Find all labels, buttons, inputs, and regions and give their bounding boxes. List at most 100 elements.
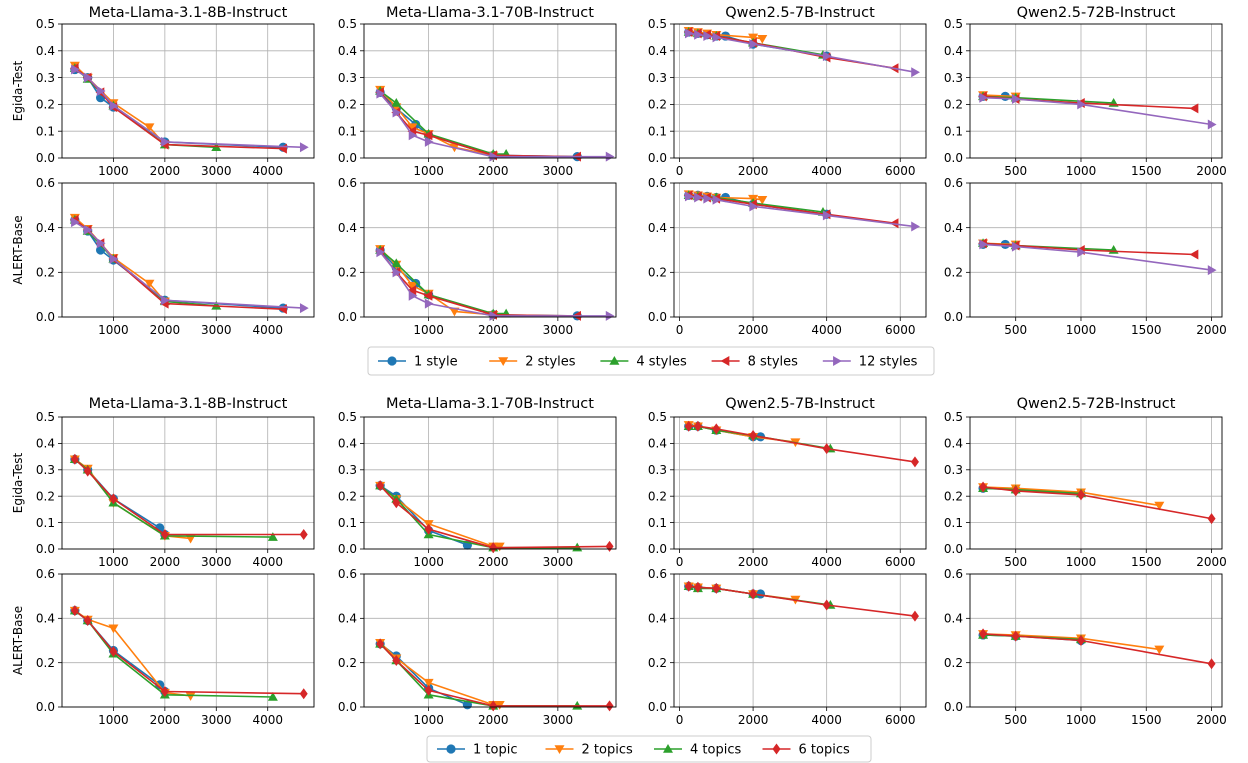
panel-title: Meta-Llama-3.1-70B-Instruct xyxy=(386,5,594,21)
series-4 xyxy=(70,453,308,540)
data-point xyxy=(392,497,401,509)
y-tick-label: 0.6 xyxy=(944,176,963,190)
series-1 xyxy=(375,639,472,710)
data-point xyxy=(1207,119,1217,130)
chart-block-2: Egida-Test ALERT-Base Meta-Llama-3.1-8B-In… xyxy=(11,396,1227,763)
data-point xyxy=(979,628,988,640)
y-tick-label: 0.2 xyxy=(36,656,55,670)
series-line xyxy=(379,484,578,549)
data-point xyxy=(489,151,499,162)
data-point xyxy=(822,51,832,62)
x-tick-label: 1000 xyxy=(413,555,444,569)
data-point xyxy=(424,523,433,535)
axes-frame xyxy=(61,416,315,550)
y-tick-label: 0.6 xyxy=(648,176,667,190)
legend-marker xyxy=(609,356,620,365)
data-point xyxy=(489,310,499,321)
y-tick-label: 0.4 xyxy=(648,437,667,451)
data-point xyxy=(376,88,386,99)
series-3 xyxy=(69,63,222,152)
x-tick-label: 1000 xyxy=(98,713,129,727)
series-line xyxy=(74,219,284,310)
y-tick-label: 0.4 xyxy=(36,221,55,235)
subplot: 1000 2000 3000 0.0 0.1 0.2 0.3 0.4 0.5 xyxy=(338,410,617,569)
legend-label: 2 topics xyxy=(582,743,633,758)
data-point xyxy=(757,196,768,205)
axes-frame xyxy=(673,23,927,159)
x-tick-label: 2000 xyxy=(478,323,509,337)
x-tick-label: 2000 xyxy=(738,555,769,569)
series-1 xyxy=(375,481,472,550)
data-point xyxy=(96,238,106,249)
series-2 xyxy=(375,638,505,710)
legend-marker xyxy=(387,356,397,366)
data-point xyxy=(684,28,694,39)
x-tick-label: 3000 xyxy=(543,713,574,727)
x-tick-label: 1000 xyxy=(98,555,129,569)
x-tick-label: 1000 xyxy=(1066,555,1097,569)
x-tick-label: 1500 xyxy=(1131,164,1162,178)
y-tick-label: 0.4 xyxy=(648,612,667,626)
x-tick-label: 0 xyxy=(676,713,684,727)
x-tick-label: 500 xyxy=(1004,323,1027,337)
legend-label: 4 topics xyxy=(690,743,741,758)
y-tick-label: 0.0 xyxy=(944,700,963,714)
y-tick-label: 0.2 xyxy=(338,266,357,280)
data-point xyxy=(376,247,386,258)
y-tick-label: 0.0 xyxy=(648,310,667,324)
y-tick-label: 0.5 xyxy=(36,17,55,31)
data-point xyxy=(161,136,170,147)
x-tick-label: 4000 xyxy=(252,555,283,569)
legend-label: 1 topic xyxy=(473,743,517,758)
y-tick-label: 0.0 xyxy=(338,151,357,165)
data-point xyxy=(408,130,418,141)
y-tick-label: 0.0 xyxy=(338,542,357,556)
x-tick-label: 2000 xyxy=(478,555,509,569)
series-line xyxy=(74,221,304,309)
row-label: Egida-Test xyxy=(11,453,25,514)
subplot: 1000 2000 3000 0.0 0.2 0.4 0.6 xyxy=(338,567,617,727)
y-tick-label: 0.4 xyxy=(338,612,357,626)
data-point xyxy=(391,258,402,268)
y-tick-label: 0.6 xyxy=(944,567,963,581)
y-tick-label: 0.4 xyxy=(36,437,55,451)
panel-title: Qwen2.5-7B-Instruct xyxy=(725,396,875,412)
panel-column: Qwen2.5-72B-Instruct 500 1000 1500 2000 0.0 0.… xyxy=(944,5,1227,337)
data-point xyxy=(144,279,155,289)
y-tick-label: 0.4 xyxy=(648,44,667,58)
y-tick-label: 0.2 xyxy=(944,266,963,280)
series-5 xyxy=(979,92,1217,130)
data-point xyxy=(449,307,460,317)
y-tick-label: 0.4 xyxy=(944,221,963,235)
x-tick-label: 0 xyxy=(676,164,684,178)
series-4 xyxy=(684,420,919,468)
data-point xyxy=(749,588,758,600)
legend-entry: 8 styles xyxy=(711,355,798,370)
x-tick-label: 1500 xyxy=(1131,555,1162,569)
legend-marker xyxy=(833,356,842,366)
legend-entry: 6 topics xyxy=(762,743,850,758)
x-tick-label: 1000 xyxy=(413,164,444,178)
y-tick-label: 0.4 xyxy=(944,44,963,58)
data-point xyxy=(703,193,713,204)
panel-column: Meta-Llama-3.1-8B-Instruct 1000 2000 3000 40… xyxy=(36,396,315,727)
series-3 xyxy=(69,214,222,310)
legend-entry: 4 topics xyxy=(654,743,741,758)
axes-frame xyxy=(61,182,315,318)
y-tick-label: 0.1 xyxy=(944,516,963,530)
y-tick-label: 0.2 xyxy=(944,489,963,503)
x-tick-label: 1000 xyxy=(413,713,444,727)
y-tick-label: 0.0 xyxy=(338,700,357,714)
series-line xyxy=(74,609,191,697)
data-point xyxy=(211,300,222,310)
x-tick-label: 6000 xyxy=(885,713,916,727)
data-point xyxy=(83,72,93,83)
data-point xyxy=(1076,635,1085,646)
x-tick-label: 4000 xyxy=(811,323,842,337)
axes-frame xyxy=(673,416,927,550)
legend-label: 12 styles xyxy=(859,355,918,370)
panel-title: Qwen2.5-7B-Instruct xyxy=(725,5,875,21)
axes-frame xyxy=(673,573,927,708)
series-line xyxy=(983,486,1212,520)
x-tick-label: 1500 xyxy=(1131,323,1162,337)
